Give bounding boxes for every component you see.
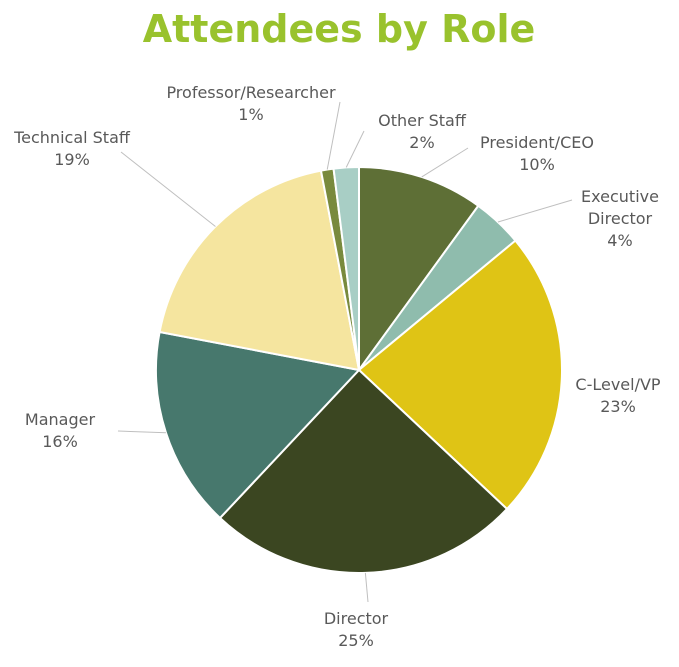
data-label-director: Director 25% <box>324 609 389 650</box>
category-label: Other Staff <box>378 111 467 130</box>
category-label: Technical Staff <box>13 128 131 147</box>
category-label: Executive <box>581 187 659 206</box>
data-label-professor-researcher: Professor/Researcher 1% <box>166 83 336 124</box>
pie-slice-director <box>218 368 509 574</box>
pie-slices <box>155 165 563 574</box>
pie-slice-other-staff <box>332 165 360 371</box>
pie-slice-manager <box>155 330 361 520</box>
data-labels: President/CEO 10% Executive Director 4% C-Lev… <box>13 83 661 650</box>
category-label: Professor/Researcher <box>166 83 336 102</box>
leader-lines <box>117 101 573 603</box>
pie-slice-president-ceo <box>358 165 480 374</box>
percent-label: 1% <box>238 105 263 124</box>
leader-line-director <box>364 572 369 603</box>
percent-label: 2% <box>409 133 434 152</box>
data-label-executive-director: Executive Director 4% <box>581 187 659 250</box>
percent-label: 23% <box>600 397 636 416</box>
category-label: President/CEO <box>480 133 594 152</box>
data-label-other-staff: Other Staff 2% <box>378 111 467 152</box>
pie-slice-c-level-vp <box>357 239 563 511</box>
data-label-president-ceo: President/CEO 10% <box>480 133 594 174</box>
percent-label: 10% <box>519 155 555 174</box>
leader-line-professor-researcher <box>326 101 341 170</box>
leader-line-other-staff <box>345 130 365 168</box>
percent-label: 4% <box>607 231 632 250</box>
category-label: C-Level/VP <box>575 375 661 394</box>
leader-line-manager <box>117 430 166 434</box>
category-label: Director <box>324 609 389 628</box>
category-label: Director <box>588 209 653 228</box>
data-label-technical-staff: Technical Staff 19% <box>13 128 131 169</box>
category-label: Manager <box>25 410 96 429</box>
chart-title: Attendees by Role <box>143 7 536 51</box>
percent-label: 19% <box>54 150 90 169</box>
percent-label: 16% <box>42 432 78 451</box>
percent-label: 25% <box>338 631 374 650</box>
leader-line-executive-director <box>497 199 573 223</box>
data-label-c-level-vp: C-Level/VP 23% <box>575 375 661 416</box>
leader-line-technical-staff <box>120 151 216 227</box>
pie-slice-technical-staff <box>158 169 361 372</box>
data-label-manager: Manager 16% <box>25 410 96 451</box>
leader-line-president-ceo <box>421 147 469 178</box>
